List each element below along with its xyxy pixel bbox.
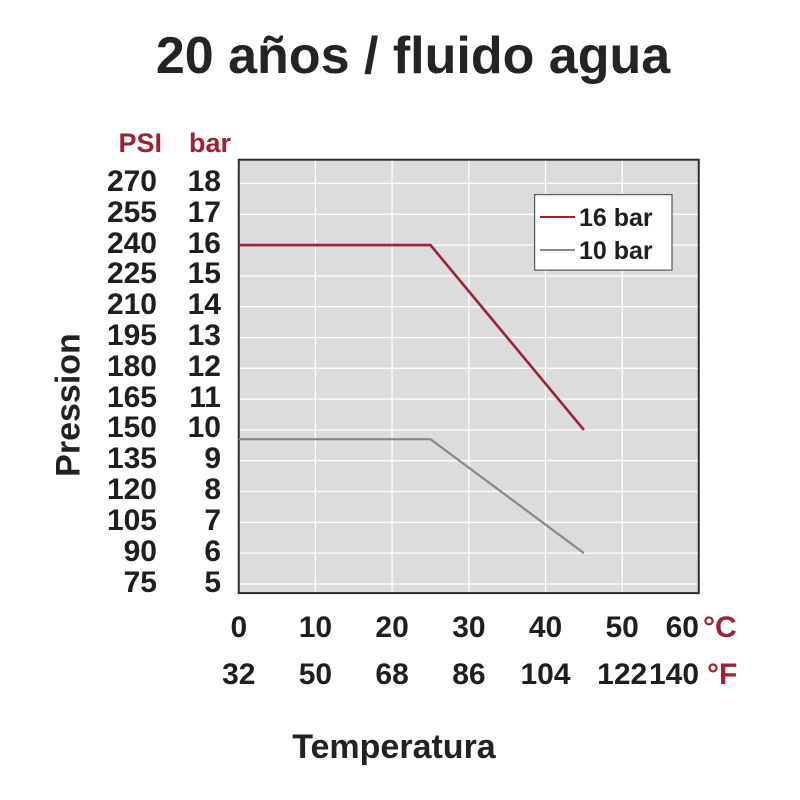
svg-text:10 bar: 10 bar [579,237,653,265]
svg-text:16 bar: 16 bar [579,204,653,232]
